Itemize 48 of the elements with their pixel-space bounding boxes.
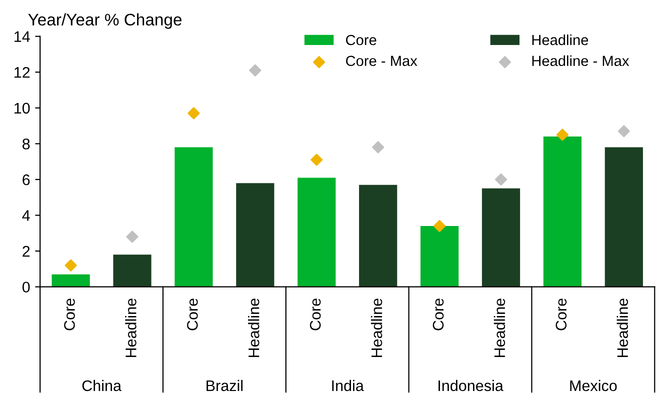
point [618, 125, 630, 138]
point [188, 107, 200, 120]
x-tick-label: Core [64, 298, 75, 330]
bar [482, 188, 520, 287]
y-tick-label: 12 [14, 67, 30, 78]
x-tick-label: Core [556, 298, 567, 330]
bar [359, 184, 398, 287]
y-tick-label: 8 [22, 138, 30, 150]
point [64, 259, 77, 272]
y-axis-title: Year/Year % Change [28, 13, 182, 29]
x-tick-label: Core [310, 298, 321, 330]
point [494, 173, 508, 186]
y-tick-label: 4 [22, 210, 30, 221]
point [310, 154, 323, 166]
legend-label: Core [346, 34, 376, 46]
x-tick-label: Core [432, 298, 444, 330]
text: Indonesia [438, 380, 504, 392]
bar [113, 254, 152, 287]
text: China [82, 380, 122, 392]
point [372, 141, 384, 154]
legend-label: Headline [532, 34, 588, 46]
text: Brazil [206, 380, 243, 392]
x-tick-label: Core [187, 298, 198, 330]
bar [298, 178, 336, 287]
y-tick-label: 6 [22, 174, 30, 186]
x-tick-label: Headline [616, 298, 628, 357]
x-tick-label: Headline [248, 298, 260, 357]
point [556, 128, 569, 141]
y-tick-label: 0 [22, 282, 30, 293]
legend-label: Core - Max [346, 56, 418, 66]
point [249, 64, 262, 76]
text: India [332, 380, 364, 392]
y-tick-label: 10 [14, 102, 30, 114]
bar [52, 274, 90, 287]
bar [174, 147, 213, 287]
y-tick-label: 14 [14, 31, 30, 42]
bar [543, 136, 582, 287]
legend-label: Headline - Max [532, 55, 630, 66]
text: Mexico [570, 380, 617, 392]
x-tick-label: Headline [370, 298, 382, 357]
bar [604, 147, 643, 287]
x-tick-label: Headline [125, 298, 136, 357]
point [126, 230, 138, 243]
bar [236, 183, 274, 287]
x-tick-label: Headline [494, 298, 506, 357]
point [433, 220, 446, 232]
y-tick-label: 2 [22, 246, 30, 257]
bar [420, 226, 459, 287]
